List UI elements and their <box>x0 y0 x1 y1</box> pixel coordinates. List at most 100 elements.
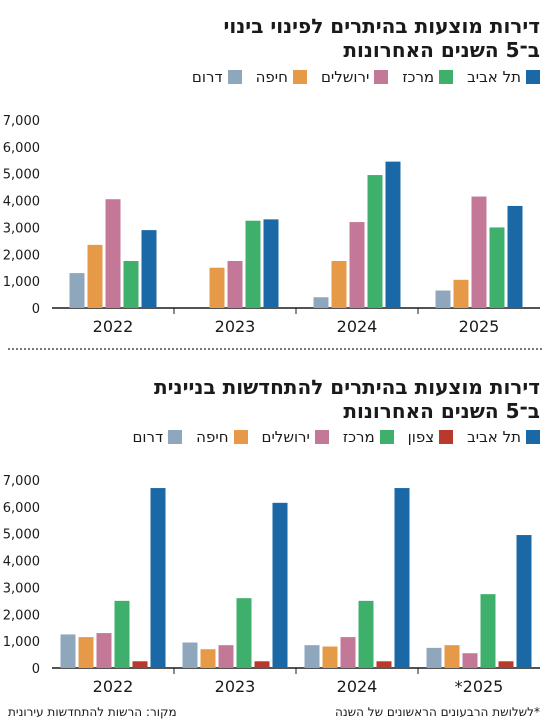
x-tick-label: 2022 <box>93 317 134 336</box>
legend-label: מרכז <box>402 68 435 86</box>
legend-item: חיפה <box>196 428 248 446</box>
y-tick-label: 5,000 <box>3 168 40 183</box>
legend-item: ירושלים <box>320 68 389 86</box>
legend-swatch <box>526 70 540 84</box>
bar <box>340 637 356 668</box>
chart1-subtitle: ב־5 השנים האחרונות <box>343 38 540 62</box>
legend-swatch <box>526 430 540 444</box>
legend-swatch <box>374 70 389 84</box>
y-tick-label: 4,000 <box>3 195 40 210</box>
legend-label: צפון <box>407 428 435 446</box>
bar <box>182 642 198 668</box>
legend-swatch <box>439 70 454 84</box>
bar <box>444 645 460 668</box>
legend-item: דרום <box>132 428 183 446</box>
legend-item: דרום <box>192 68 242 86</box>
source-note: מקור: הרשות להתחדשות עירונית <box>8 705 177 719</box>
chart1-title: דירות מוצעות בהיתרים לפינוי בינוי <box>223 14 540 38</box>
bar <box>60 634 76 668</box>
bar <box>141 230 157 308</box>
bar <box>218 645 234 668</box>
legend-item: מרכז <box>402 68 454 86</box>
bar <box>236 598 252 668</box>
legend-label: דרום <box>191 68 223 86</box>
bar <box>498 661 514 668</box>
bar <box>313 297 329 308</box>
legend-label: דרום <box>132 428 164 446</box>
bar <box>87 244 103 308</box>
bar <box>96 633 112 668</box>
legend-swatch <box>439 430 454 444</box>
bar <box>322 646 338 668</box>
legend-swatch <box>233 430 248 444</box>
bar <box>471 196 487 308</box>
bar <box>263 219 279 308</box>
y-tick-label: 2,000 <box>3 248 40 263</box>
bar <box>367 175 383 308</box>
legend-swatch <box>314 430 329 444</box>
bar <box>209 267 225 308</box>
bar <box>200 649 216 668</box>
legend-label: תל אביב <box>467 428 521 446</box>
bar <box>69 273 85 308</box>
legend-item: ירושלים <box>262 428 329 446</box>
bar <box>123 261 139 308</box>
y-tick-label: 1,000 <box>3 275 40 290</box>
y-tick-label: 4,000 <box>3 555 40 570</box>
bar <box>462 653 478 668</box>
chart2-title: דירות מוצעות בהיתרים להתחדשות בניינית <box>154 375 540 399</box>
bar <box>385 161 401 308</box>
legend-label: ירושלים <box>320 68 370 86</box>
y-tick-label: 6,000 <box>3 501 40 516</box>
legend-swatch <box>227 70 242 84</box>
x-tick-label: 2023 <box>215 317 256 336</box>
bar <box>105 199 121 308</box>
chart2-subtitle: ב־5 השנים האחרונות <box>343 399 540 423</box>
legend-label: ירושלים <box>261 428 310 446</box>
chart1-plot: 7,000 6,000 5,000 4,000 3,000 2,000 1,000 0 2022… <box>3 114 540 336</box>
y-tick-label: 0 <box>32 662 40 677</box>
y-tick-label: 3,000 <box>3 221 40 236</box>
y-tick-label: 1,000 <box>3 635 40 650</box>
y-tick-label: 2,000 <box>3 608 40 623</box>
y-tick-label: 3,000 <box>3 581 40 596</box>
bar <box>435 290 451 308</box>
bar <box>132 661 148 668</box>
bar <box>254 661 270 668</box>
bar <box>453 279 469 308</box>
x-tick-label: 2023 <box>215 677 256 696</box>
y-tick-label: 0 <box>32 302 40 317</box>
bar <box>304 645 320 668</box>
legend-label: מרכז <box>342 428 375 446</box>
bar <box>489 227 505 308</box>
bar <box>426 647 442 668</box>
y-tick-label: 5,000 <box>3 528 40 543</box>
x-tick-label: 2024 <box>337 677 378 696</box>
bar <box>394 488 410 668</box>
section-divider <box>8 348 542 350</box>
chart2-plot: 7,000 6,000 5,000 4,000 3,000 2,000 1,000 0 2022… <box>3 474 540 696</box>
chart2-legend: תל אביב צפון מרכז ירושלים חיפה דרום <box>132 428 540 446</box>
legend-item: חיפה <box>256 68 307 86</box>
bar <box>376 661 392 668</box>
legend-swatch <box>168 430 183 444</box>
legend-label: תל אביב <box>467 68 521 86</box>
bar <box>480 594 496 668</box>
x-tick-label: 2025 <box>459 317 500 336</box>
legend-swatch <box>292 70 307 84</box>
y-tick-label: 7,000 <box>3 114 40 129</box>
legend-label: חיפה <box>196 428 229 446</box>
legend-label: חיפה <box>255 68 288 86</box>
legend-item: תל אביב <box>467 68 540 86</box>
bar <box>150 488 166 668</box>
legend-swatch <box>379 430 394 444</box>
y-tick-label: 6,000 <box>3 141 40 156</box>
chart1-legend: תל אביב מרכז ירושלים חיפה דרום <box>192 68 540 86</box>
legend-item: מרכז <box>343 428 394 446</box>
bar <box>227 261 243 308</box>
bar <box>349 222 365 308</box>
bar <box>114 600 130 668</box>
x-tick-label: *2025 <box>455 677 504 696</box>
x-tick-label: 2022 <box>93 677 134 696</box>
bar <box>78 637 94 668</box>
